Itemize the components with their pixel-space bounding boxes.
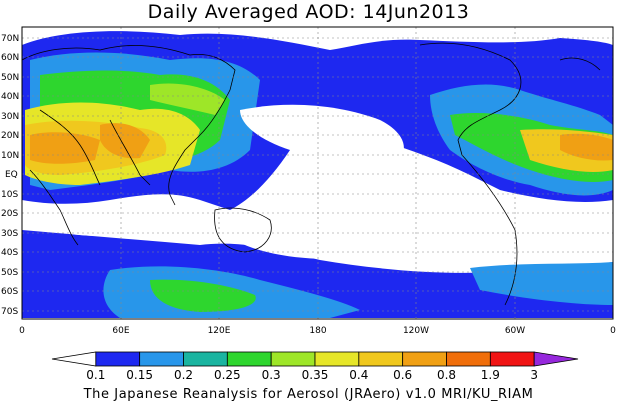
lon-label: 0 [610,326,616,336]
colorbar-label: 0.15 [126,368,153,382]
colorbar-label: 0.8 [437,368,456,382]
lat-label: 10N [1,151,19,161]
lat-label: 30N [1,112,19,122]
lat-label: 70S [1,307,18,317]
grid-lines [22,27,613,319]
colorbar-label: 0.4 [349,368,368,382]
longitude-labels: 0 60E 120E 180 120W 60W 0 [19,326,616,336]
lat-label: 60S [1,287,18,297]
colorbar-swatch [446,351,491,367]
colorbar-label: 0.6 [393,368,412,382]
colorbar-label: 0.35 [302,368,329,382]
lat-label: 40N [1,92,19,102]
colorbar-swatch [270,351,316,367]
colorbar-swatch [95,351,141,367]
colorbar-label: 0.25 [214,368,241,382]
lat-label: 10S [1,190,18,200]
lat-label: EQ [5,170,18,180]
colorbar-swatch [139,351,184,367]
colorbar-swatch [226,351,272,367]
lon-label: 120E [208,326,231,336]
lat-label: 20S [1,209,18,219]
lat-label: 40S [1,248,18,258]
lon-label: 60W [505,326,525,336]
colorbar-label: 3 [530,368,538,382]
colorbar-swatch [183,351,228,367]
lat-label: 50S [1,268,18,278]
credit-line: The Japanese Reanalysis for Aerosol (JRA… [83,387,534,402]
colorbar-swatch [51,351,97,367]
colorbar-label: 0.1 [86,368,105,382]
lat-label: 70N [1,34,19,44]
lat-label: 50N [1,73,19,83]
colorbar-swatch [402,351,447,367]
colorbar-swatch [314,351,360,367]
aod-field [22,31,613,318]
lat-label: 30S [1,229,18,239]
colorbar-swatch [533,351,579,367]
lon-label: 180 [309,326,326,336]
lat-label: 20N [1,131,19,141]
colorbar-swatch [489,351,535,367]
lon-label: 120W [403,326,429,336]
colorbar-label: 0.3 [262,368,281,382]
lon-label: 0 [19,326,25,336]
colorbar-label: 0.2 [174,368,193,382]
colorbar: 0.1 0.15 0.2 0.25 0.3 0.35 0.4 0.6 0.8 1.9 3 [51,351,579,382]
colorbar-label: 1.9 [481,368,500,382]
lat-label: 60N [1,53,19,63]
map-frame [21,26,614,320]
lon-label: 60E [112,326,129,336]
map-title: Daily Averaged AOD: 14Jun2013 [147,1,470,23]
latitude-labels: 70N 60N 50N 40N 30N 20N 10N EQ 10S 20S 3… [1,34,19,317]
colorbar-swatch [358,351,404,367]
